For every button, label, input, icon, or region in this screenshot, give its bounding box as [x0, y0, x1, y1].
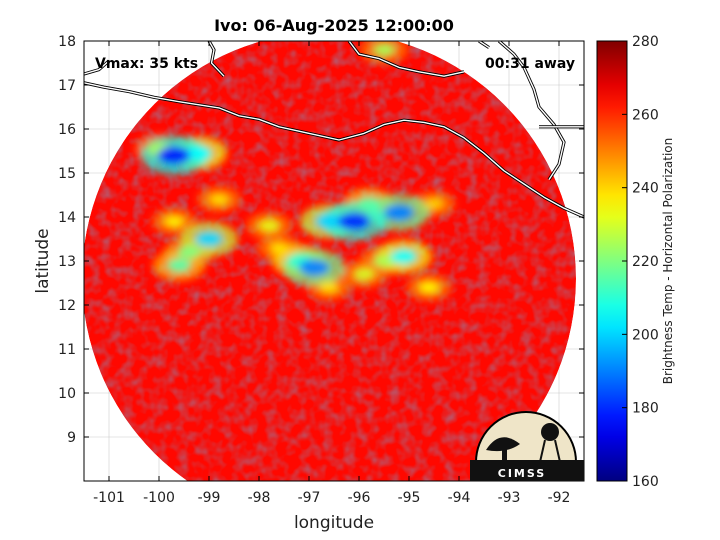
x-axis-ticks: -101 -100 -99 -98 -97 -96 -95 -94 -93 -92: [93, 41, 570, 506]
cold-feature: [424, 198, 444, 210]
cold-feature: [177, 245, 201, 259]
cold-feature: [353, 268, 375, 281]
y-tick-label: 10: [58, 386, 76, 402]
colorbar-tick-label: 260: [632, 107, 659, 123]
y-tick-label: 16: [58, 122, 76, 138]
y-tick-label: 11: [58, 342, 76, 358]
coastline-path: [84, 60, 110, 75]
x-tick-label: -100: [143, 490, 175, 506]
coastline-path: [478, 41, 490, 49]
logo-tower-tank: [541, 423, 559, 441]
x-tick-label: -94: [448, 490, 471, 506]
x-tick-label: -95: [398, 490, 421, 506]
colorbar-tick-label: 240: [632, 181, 659, 197]
cold-feature: [314, 213, 344, 230]
colorbar-tick-label: 180: [632, 401, 659, 417]
cold-feature: [258, 219, 280, 232]
cold-feature: [269, 242, 289, 254]
coastline-path: [84, 82, 584, 218]
y-tick-label: 17: [58, 78, 76, 94]
cold-feature: [166, 258, 192, 273]
colorbar-tick-label: 220: [632, 254, 659, 270]
cold-feature: [163, 215, 185, 228]
coastline: [84, 41, 584, 219]
y-tick-label: 15: [58, 166, 76, 182]
chart-title: Ivo: 06-Aug-2025 12:00:00: [214, 16, 454, 35]
colorbar-tick-label: 160: [632, 474, 659, 490]
y-tick-label: 12: [58, 298, 76, 314]
cold-feature: [383, 204, 415, 222]
cold-feature: [390, 249, 418, 265]
logo-tower-leg: [539, 439, 546, 463]
time-offset-annotation: 00:31 away: [485, 56, 575, 72]
cold-feature: [356, 196, 382, 211]
x-tick-label: -99: [198, 490, 221, 506]
x-tick-label: -93: [498, 490, 521, 506]
coastline-path: [498, 41, 565, 180]
x-tick-label: -98: [248, 490, 271, 506]
cold-feature: [209, 193, 229, 205]
cold-feature: [372, 43, 396, 57]
cold-feature: [337, 212, 371, 231]
colorbar-ticks: 280 260 240 220 200 180 160: [622, 34, 659, 490]
coastline-path: [208, 41, 225, 77]
y-tick-label: 18: [58, 34, 76, 50]
colorbar: 280 260 240 220 200 180 160 Brightness Temp - …: [596, 34, 675, 490]
y-tick-label: 9: [67, 430, 76, 446]
colorbar-tick-label: 200: [632, 327, 659, 343]
logo-building: [470, 460, 584, 481]
x-tick-label: -101: [93, 490, 125, 506]
colorbar-label: Brightness Temp - Horizontal Polarizatio…: [661, 138, 675, 385]
logo-text: CIMSS: [498, 467, 546, 480]
y-axis-label: latitude: [33, 228, 53, 293]
logo-dish: [486, 437, 520, 452]
cold-feature: [185, 145, 213, 161]
logo-tower-leg: [554, 439, 561, 463]
cold-feature: [157, 146, 191, 165]
coastline-path: [348, 41, 465, 77]
x-tick-label: -96: [348, 490, 371, 506]
cold-feature: [298, 259, 330, 276]
colorbar-tick-label: 280: [632, 34, 659, 50]
x-axis-label: longitude: [294, 513, 374, 533]
cold-feature: [319, 281, 339, 293]
y-tick-label: 14: [58, 210, 76, 226]
vmax-annotation: Vmax: 35 kts: [95, 56, 198, 72]
y-tick-label: 13: [58, 254, 76, 270]
logo-dish-stand: [502, 448, 507, 462]
cold-features: [134, 41, 456, 301]
x-tick-label: -92: [548, 490, 571, 506]
cimss-logo: CIMSS: [470, 411, 584, 481]
y-axis-ticks: 18 17 16 15 14 13 12 11 10 9: [58, 34, 584, 446]
cold-feature: [194, 231, 224, 247]
cold-feature: [372, 254, 396, 268]
cold-feature: [418, 281, 440, 294]
x-tick-label: -97: [298, 490, 321, 506]
